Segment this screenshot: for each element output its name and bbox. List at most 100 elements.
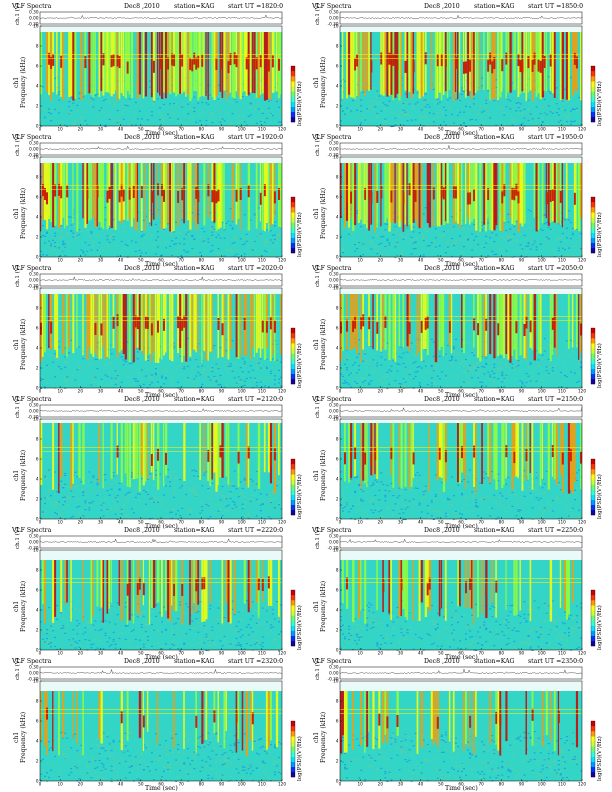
trace-tick-label: 0.30 bbox=[29, 9, 39, 14]
x-tick-label: 30 bbox=[98, 127, 104, 132]
panel-station: station=KAG bbox=[474, 3, 515, 10]
panel-title: VLF Spectra bbox=[312, 527, 352, 534]
y-axis-label: Frequency (kHz) bbox=[320, 318, 327, 370]
x-axis-label: Time (sec) bbox=[445, 130, 478, 137]
x-tick-label: 120 bbox=[278, 651, 286, 656]
x-tick-label: 90 bbox=[219, 520, 225, 525]
x-tick-label: 60 bbox=[458, 782, 464, 787]
colorbar bbox=[290, 458, 296, 516]
x-tick-label: 30 bbox=[398, 651, 404, 656]
x-tick-label: 100 bbox=[538, 520, 546, 525]
x-tick-label: 50 bbox=[438, 782, 444, 787]
x-tick-label: 40 bbox=[418, 127, 424, 132]
x-tick-label: 110 bbox=[258, 127, 266, 132]
x-tick-label: 20 bbox=[378, 389, 384, 394]
y-tick-label: 4 bbox=[336, 83, 339, 88]
y-axis-label: Frequency (kHz) bbox=[320, 449, 327, 501]
panel-start-time: start UT =2020:0 bbox=[228, 265, 284, 272]
x-tick-label: 40 bbox=[118, 127, 124, 132]
y-tick-label: 4 bbox=[36, 476, 39, 481]
x-tick-label: 50 bbox=[438, 651, 444, 656]
x-tick-label: 70 bbox=[178, 389, 184, 394]
spectrogram-cells bbox=[40, 288, 283, 389]
y-tick-label: 4 bbox=[336, 345, 339, 350]
y-tick-label: 6 bbox=[336, 325, 339, 330]
trace-tick-label: 0.30 bbox=[329, 271, 339, 276]
x-tick-label: 30 bbox=[398, 127, 404, 132]
x-tick-label: 120 bbox=[278, 389, 286, 394]
x-tick-label: 80 bbox=[199, 389, 205, 394]
trace-tick-label: 0.30 bbox=[329, 402, 339, 407]
x-tick-label: 90 bbox=[219, 127, 225, 132]
x-tick-label: 100 bbox=[538, 127, 546, 132]
x-tick-label: 40 bbox=[418, 258, 424, 263]
panel-start-time: start UT =1820:0 bbox=[228, 3, 284, 10]
y-tick-label: 10 bbox=[33, 416, 39, 421]
spectrogram-cells bbox=[340, 550, 583, 651]
x-tick-label: 0 bbox=[39, 389, 42, 394]
spectrogram-cells bbox=[40, 157, 283, 258]
trace-tick-label: 0.30 bbox=[329, 664, 339, 669]
trace-tick-label: 0.30 bbox=[29, 271, 39, 276]
x-tick-label: 80 bbox=[499, 127, 505, 132]
y-tick-label: 8 bbox=[336, 43, 339, 48]
trace-axis-label: ch.1 (V) bbox=[315, 265, 321, 287]
x-tick-label: 30 bbox=[398, 520, 404, 525]
trace-axis-label: ch.1 (V) bbox=[15, 396, 21, 418]
y-tick-label: 6 bbox=[336, 456, 339, 461]
x-tick-label: 70 bbox=[178, 127, 184, 132]
panel-date: Dec8 ,2010 bbox=[124, 527, 160, 534]
y-tick-label: 6 bbox=[36, 63, 39, 68]
x-tick-label: 40 bbox=[118, 782, 124, 787]
panel-title: VLF Spectra bbox=[12, 265, 52, 272]
panel-date: Dec8 ,2010 bbox=[424, 396, 460, 403]
x-tick-label: 110 bbox=[558, 782, 566, 787]
x-tick-label: 10 bbox=[57, 782, 63, 787]
y-tick-label: 0 bbox=[36, 516, 39, 521]
x-tick-label: 80 bbox=[499, 651, 505, 656]
y-axis-label: Frequency (kHz) bbox=[20, 56, 27, 108]
x-axis-label: Time (sec) bbox=[145, 785, 178, 792]
x-tick-label: 100 bbox=[238, 258, 246, 263]
trace-tick-label: -0.30 bbox=[28, 21, 39, 26]
y-tick-label: 8 bbox=[336, 305, 339, 310]
panel-station: station=KAG bbox=[474, 658, 515, 665]
y-tick-label: 6 bbox=[336, 718, 339, 723]
x-tick-label: 80 bbox=[199, 127, 205, 132]
y-tick-label: 2 bbox=[336, 627, 339, 632]
colorbar bbox=[590, 458, 596, 516]
x-tick-label: 70 bbox=[178, 651, 184, 656]
trace-frame bbox=[39, 666, 283, 680]
x-tick-label: 90 bbox=[519, 651, 525, 656]
trace-frame bbox=[39, 273, 283, 287]
colorbar-label: log(PSD)(V²/Hz) bbox=[597, 474, 603, 519]
trace-tick-label: 0.00 bbox=[29, 146, 39, 151]
x-tick-label: 100 bbox=[538, 782, 546, 787]
x-tick-label: 20 bbox=[378, 127, 384, 132]
trace-frame bbox=[39, 142, 283, 156]
panel-date: Dec8 ,2010 bbox=[424, 3, 460, 10]
y-tick-label: 0 bbox=[36, 647, 39, 652]
x-tick-label: 60 bbox=[458, 651, 464, 656]
panel-start-time: start UT =2250:0 bbox=[528, 527, 584, 534]
x-tick-label: 30 bbox=[98, 651, 104, 656]
x-tick-label: 60 bbox=[158, 782, 164, 787]
spectrogram-cells bbox=[40, 419, 283, 521]
y-tick-label: 10 bbox=[333, 416, 339, 421]
x-tick-label: 50 bbox=[438, 258, 444, 263]
panel-date: Dec8 ,2010 bbox=[424, 658, 460, 665]
y-tick-label: 8 bbox=[36, 698, 39, 703]
y-tick-label: 2 bbox=[36, 496, 39, 501]
y-tick-label: 0 bbox=[36, 778, 39, 783]
x-tick-label: 70 bbox=[478, 127, 484, 132]
x-tick-label: 50 bbox=[138, 651, 144, 656]
x-tick-label: 60 bbox=[458, 389, 464, 394]
trace-tick-label: -0.30 bbox=[28, 676, 39, 681]
y-tick-label: 0 bbox=[336, 123, 339, 128]
x-tick-label: 70 bbox=[178, 782, 184, 787]
x-tick-label: 40 bbox=[118, 258, 124, 263]
y-axis-label: Frequency (kHz) bbox=[320, 187, 327, 239]
panel-title: VLF Spectra bbox=[12, 396, 52, 403]
x-tick-label: 70 bbox=[478, 258, 484, 263]
